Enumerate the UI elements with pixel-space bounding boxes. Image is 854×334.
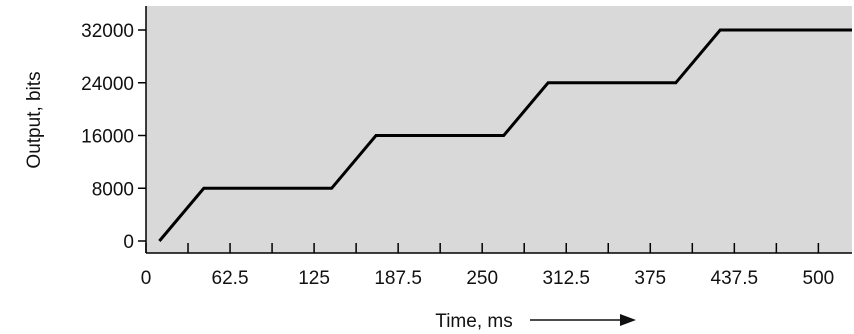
y-axis-ticks: 0 8000 16000 24000 32000 — [81, 21, 146, 253]
y-tick-label: 32000 — [81, 21, 134, 42]
plot-area — [146, 6, 852, 253]
x-axis-label: Time, ms — [435, 311, 512, 332]
x-tick-label: 312.5 — [542, 268, 590, 289]
x-tick-label: 437.5 — [711, 268, 759, 289]
y-tick-label: 16000 — [81, 127, 134, 148]
y-tick-label: 8000 — [92, 179, 134, 200]
x-tick-label: 125 — [298, 268, 330, 289]
y-tick-label: 0 — [123, 232, 134, 253]
arrow-right-icon — [530, 314, 636, 326]
x-tick-label: 500 — [803, 268, 835, 289]
x-tick-label: 0 — [141, 268, 152, 289]
x-tick-label: 187.5 — [374, 268, 422, 289]
series-line — [158, 28, 852, 242]
x-tick-label: 375 — [634, 268, 666, 289]
x-axis-ticks: 0 62.5 125 187.5 250 312.5 375 437.5 500 — [141, 243, 835, 289]
x-tick-label: 62.5 — [212, 268, 249, 289]
y-tick-label: 24000 — [81, 74, 134, 95]
x-tick-label: 250 — [466, 268, 498, 289]
y-axis-label: Output, bits — [24, 71, 45, 168]
